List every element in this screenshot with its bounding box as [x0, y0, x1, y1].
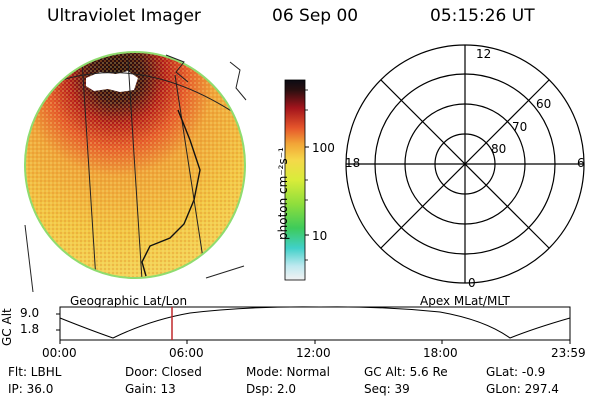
y-tick-1-8: 1.8 [20, 322, 40, 336]
info-door: Door: Closed [125, 365, 202, 379]
info-dsp: Dsp: 2.0 [246, 382, 297, 396]
mlt-label-6: 6 [577, 156, 585, 170]
info-gain: Gain: 13 [125, 382, 176, 396]
info-glat: GLat: -0.9 [486, 365, 546, 379]
mlat-label-70: 70 [512, 120, 528, 134]
gc-alt-axis-title: GC Alt [0, 308, 14, 346]
geographic-caption: Geographic Lat/Lon [70, 294, 188, 308]
info-seq: Seq: 39 [364, 382, 410, 396]
info-flt: Flt: LBHL [8, 365, 62, 379]
time-label: 05:15:26 UT [430, 6, 535, 26]
mlat-label-60: 60 [536, 97, 552, 111]
colorbar-tick-10: 10 [312, 229, 328, 243]
x-tick-1200: 12:00 [296, 346, 331, 360]
info-gcalt: GC Alt: 5.6 Re [364, 365, 448, 379]
info-ip: IP: 36.0 [8, 382, 54, 396]
x-tick-0000: 00:00 [42, 346, 77, 360]
info-mode: Mode: Normal [246, 365, 330, 379]
date-label: 06 Sep 00 [272, 6, 359, 26]
mlt-label-18: 18 [345, 156, 361, 170]
colorbar-tick-100: 100 [312, 141, 335, 155]
x-tick-0600: 06:00 [169, 346, 204, 360]
x-tick-2359: 23:59 [551, 346, 586, 360]
mlat-label-80: 80 [491, 142, 507, 156]
y-tick-9: 9.0 [20, 306, 40, 320]
mlt-label-0: 0 [468, 276, 476, 290]
mlt-label-12: 12 [476, 47, 492, 61]
apex-caption: Apex MLat/MLT [420, 294, 510, 308]
instrument-title: Ultraviolet Imager [47, 6, 201, 26]
info-glon: GLon: 297.4 [486, 382, 559, 396]
x-tick-1800: 18:00 [423, 346, 458, 360]
